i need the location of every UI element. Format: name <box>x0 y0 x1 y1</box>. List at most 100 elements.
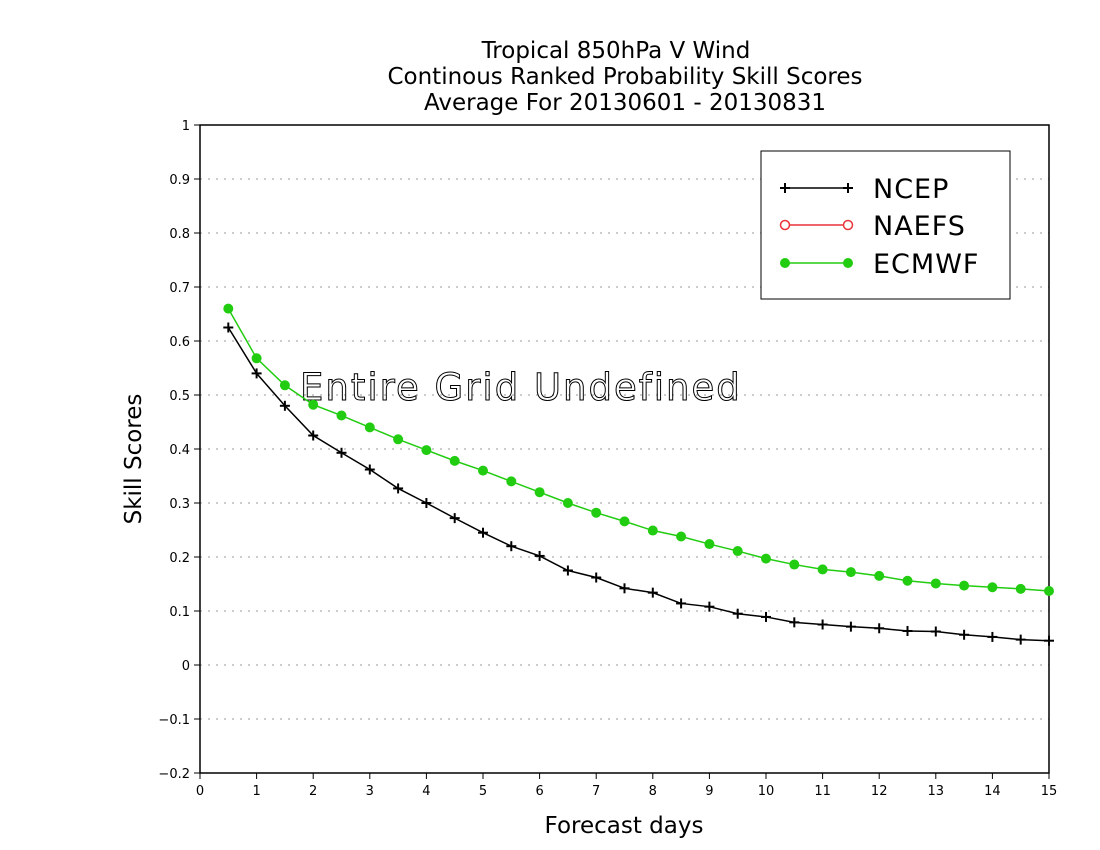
data-point-ncep <box>959 629 970 640</box>
x-tick-label: 13 <box>928 784 945 799</box>
data-point-ecmwf <box>619 516 630 527</box>
data-point-ecmwf <box>930 578 941 589</box>
data-point-ecmwf <box>308 399 319 410</box>
y-tick-label: 0.6 <box>169 335 190 350</box>
gridlines <box>200 178 1049 720</box>
data-point-ncep <box>364 464 375 475</box>
data-point-ncep <box>421 498 432 508</box>
data-point-ncep <box>987 631 998 642</box>
y-tick-label: 0.7 <box>169 281 190 296</box>
data-point-ncep <box>534 550 545 561</box>
data-point-ncep <box>732 608 743 619</box>
chart-title-line-2: Continous Ranked Probability Skill Score… <box>387 64 862 90</box>
data-point-ncep <box>562 565 573 576</box>
data-point-ncep <box>279 400 290 411</box>
x-tick-label: 9 <box>705 784 713 799</box>
data-point-ecmwf <box>987 582 998 593</box>
x-tick-label: 15 <box>1041 784 1058 799</box>
data-point-ecmwf <box>874 570 885 581</box>
data-point-ncep <box>1044 635 1054 646</box>
data-point-ecmwf <box>506 476 517 487</box>
x-tick-label: 7 <box>592 784 600 799</box>
data-point-ecmwf <box>393 434 404 445</box>
x-tick-label: 2 <box>309 784 317 799</box>
legend-marker-naefs <box>842 219 854 231</box>
data-point-ecmwf <box>761 553 771 564</box>
data-point-ncep <box>478 527 488 538</box>
x-axis-label: Forecast days <box>545 813 704 839</box>
data-point-ecmwf <box>449 455 460 466</box>
legend-marker-naefs <box>779 219 791 231</box>
y-tick-labels: −0.2 −0.1 0 0.1 0.2 0.3 0.4 0.5 0.6 0.7 0.8 0.9 1 <box>158 119 190 782</box>
data-point-ncep <box>902 625 913 636</box>
legend-marker-ecmwf <box>780 258 790 268</box>
data-point-ecmwf <box>279 380 290 391</box>
data-point-ecmwf <box>817 564 828 575</box>
x-tick-label: 1 <box>252 784 260 799</box>
legend-marker-ecmwf <box>843 258 853 268</box>
legend-label-ecmwf: ECMWF <box>873 249 979 280</box>
data-point-ecmwf <box>704 539 715 550</box>
y-tick-label: 0.3 <box>169 497 190 512</box>
data-point-ncep <box>223 322 234 333</box>
x-tick-label: 6 <box>535 784 543 799</box>
data-point-ecmwf <box>591 507 602 518</box>
x-tick-label: 5 <box>479 784 487 799</box>
data-point-ecmwf <box>676 531 687 542</box>
entire-grid-undefined-annotation: Entire Grid Undefined <box>300 366 742 409</box>
data-point-ncep <box>845 621 856 632</box>
y-tick-label: 1 <box>182 119 190 134</box>
x-tick-label: 8 <box>649 784 657 799</box>
data-point-ecmwf <box>534 487 545 498</box>
data-point-ncep <box>1015 634 1026 645</box>
data-point-ecmwf <box>732 546 743 557</box>
data-point-ncep <box>393 483 404 494</box>
data-point-ecmwf <box>789 559 800 570</box>
legend: NCEP NAEFS ECMWF <box>760 150 1011 300</box>
series-layer <box>223 303 1054 646</box>
data-point-ncep <box>449 513 460 524</box>
data-point-ncep <box>619 583 630 594</box>
x-tick-label: 14 <box>984 784 1001 799</box>
series-ecmwf <box>223 303 1054 597</box>
x-tick-labels: 0 1 2 3 4 5 6 7 8 9 10 11 12 13 14 15 <box>196 784 1057 799</box>
legend-entries: NCEP NAEFS ECMWF <box>779 174 979 280</box>
data-point-ecmwf <box>647 525 658 536</box>
x-tick-label: 12 <box>871 784 888 799</box>
data-point-ecmwf <box>1015 583 1026 594</box>
data-point-ecmwf <box>845 567 856 578</box>
data-point-ecmwf <box>902 575 913 586</box>
y-tick-label: 0.4 <box>169 443 190 458</box>
series-line-ecmwf <box>227 308 1050 592</box>
data-point-ncep <box>336 447 347 458</box>
chart-title-line-3: Average For 20130601 - 20130831 <box>424 90 826 116</box>
data-point-ncep <box>251 368 262 379</box>
data-point-ecmwf <box>478 465 488 476</box>
data-point-ecmwf <box>421 445 432 456</box>
y-tick-label: 0.8 <box>169 227 190 242</box>
y-tick-label: 0 <box>182 659 190 674</box>
data-point-ncep <box>930 626 941 637</box>
data-point-ncep <box>506 541 517 552</box>
data-point-ecmwf <box>1044 586 1054 597</box>
y-tick-label: 0.5 <box>169 389 190 404</box>
data-point-ncep <box>789 617 800 628</box>
y-axis-label: Skill Scores <box>121 394 147 525</box>
legend-marker-ncep <box>843 183 853 193</box>
x-tick-label: 0 <box>196 784 204 799</box>
data-point-ncep <box>676 598 687 609</box>
data-point-ncep <box>308 430 319 441</box>
legend-entry-ncep: NCEP <box>780 174 948 205</box>
series-ncep <box>223 322 1054 646</box>
y-tick-label: 0.9 <box>169 173 190 188</box>
legend-label-naefs: NAEFS <box>873 211 966 242</box>
data-point-ncep <box>874 623 885 634</box>
data-point-ecmwf <box>959 580 970 591</box>
chart-title-line-1: Tropical 850hPa V Wind <box>481 38 751 64</box>
y-tick-label: −0.1 <box>158 713 190 728</box>
data-point-ncep <box>647 587 658 598</box>
data-point-ncep <box>591 572 602 583</box>
axis-ticks <box>194 124 1050 779</box>
x-tick-label: 10 <box>758 784 775 799</box>
